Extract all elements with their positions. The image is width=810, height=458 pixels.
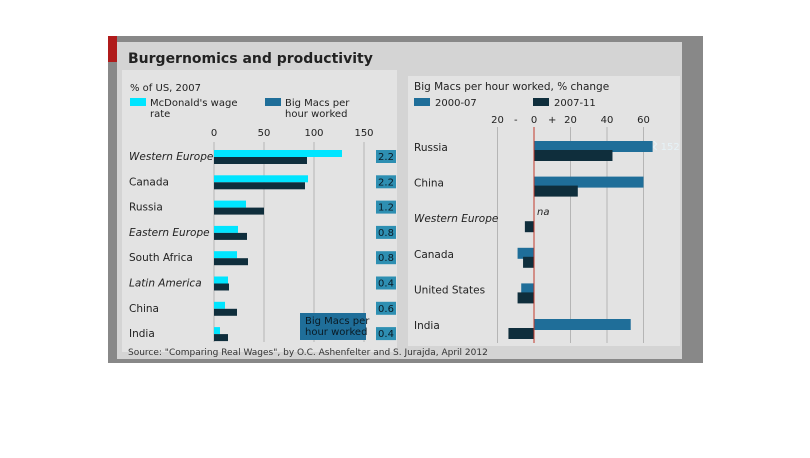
right-panel (408, 76, 680, 346)
value-label-india: 0.4 (378, 329, 394, 340)
value-box-china (376, 301, 396, 315)
bar-2000-07-canada (517, 247, 534, 259)
row-label-canada: Canada (129, 176, 169, 188)
x-tick-label: 40 (601, 115, 614, 126)
x-tick-label-150: 150 (354, 128, 373, 139)
x-tick-label: 0 (531, 115, 537, 126)
bar-2000-07-united-states (521, 283, 534, 295)
row-label-russia: Russia (414, 142, 448, 154)
value-label-western-europe: 2.2 (378, 152, 394, 163)
row-label-russia: Russia (129, 202, 163, 214)
bar-2007-11-western-europe (524, 221, 534, 233)
bar-wage-eastern-europe (214, 225, 238, 233)
callout-background (300, 313, 366, 340)
bar-bigmacs-canada (214, 182, 305, 190)
legend-line: hour worked (285, 109, 347, 120)
brand-red-tab (108, 36, 117, 62)
legend-line: rate (150, 109, 170, 120)
row-label-western-europe: Western Europe (414, 213, 498, 225)
broken-bar-marker (652, 140, 658, 151)
right-chart: Big Macs per hour worked, % change 2000-0… (414, 81, 680, 343)
figure-title: Burgernomics and productivity (128, 51, 373, 67)
bar-wage-western-europe (214, 150, 342, 157)
row-label-china: China (129, 303, 159, 315)
bar-2000-07-russia (534, 141, 653, 152)
bar-2007-11-canada (523, 256, 534, 268)
bar-wage-china (214, 301, 225, 309)
callout-line: Big Macs per (305, 316, 370, 327)
row-label-china: China (414, 178, 444, 190)
bar-wage-south-africa (214, 251, 237, 259)
value-label-canada: 2.2 (378, 177, 394, 188)
left-subtitle: % of US, 2007 (130, 83, 201, 94)
value-box-western-europe (376, 150, 396, 163)
legend-swatch-2007-11 (533, 98, 549, 106)
bar-wage-russia (214, 200, 246, 208)
bar-2000-07-china (534, 176, 644, 188)
legend-swatch-mcdonald-s-wage-rate (130, 98, 146, 106)
x-tick-label-100: 100 (304, 128, 323, 139)
row-label-eastern-europe: Eastern Europe (129, 227, 210, 239)
value-label-eastern-europe: 0.8 (378, 228, 394, 239)
right-title: Big Macs per hour worked, % change (414, 81, 609, 93)
legend-line: Big Macs per (285, 98, 350, 109)
legend-swatch-big-macs-per-hour-worked (265, 98, 281, 106)
legend-label-big-macs-per-hour-worked: Big Macs per hour worked (285, 98, 350, 120)
row-label-united-states: United States (414, 284, 485, 296)
legend-label-2000-07: 2000-07 (435, 98, 477, 109)
x-tick-label-50: 50 (258, 128, 271, 139)
bar-bigmacs-india (214, 334, 228, 342)
annotation-russia: 152 (661, 142, 680, 153)
bar-bigmacs-china (214, 308, 237, 316)
callout-box: Big Macs per hour worked (300, 313, 370, 340)
value-label-china: 0.6 (378, 304, 394, 315)
left-chart: % of US, 2007 McDonald's wage rate Big Macs… (129, 83, 396, 342)
row-label-canada: Canada (414, 249, 454, 261)
x-tick-label: + (548, 115, 556, 126)
annotation-na: na (537, 207, 549, 218)
legend-line: McDonald's wage (150, 98, 237, 109)
bar-wage-india (214, 327, 220, 335)
legend-label-2007-11: 2007-11 (554, 98, 596, 109)
bar-bigmacs-eastern-europe (214, 232, 247, 240)
row-label-india: India (129, 328, 155, 340)
bar-2000-07-india (534, 319, 631, 330)
x-tick-label: 20 (491, 115, 504, 126)
value-box-latin-america (376, 276, 396, 290)
bar-2007-11-russia (534, 150, 613, 161)
bar-bigmacs-western-europe (214, 157, 307, 164)
row-label-western-europe: Western Europe (129, 151, 213, 163)
value-label-latin-america: 0.4 (378, 279, 394, 290)
x-tick-label: 60 (637, 115, 650, 126)
legend-swatch-2000-07 (414, 98, 430, 106)
bar-2007-11-china (534, 185, 578, 197)
row-label-latin-america: Latin America (129, 278, 202, 290)
row-label-india: India (414, 320, 440, 332)
value-box-india (376, 327, 396, 341)
bar-2007-11-united-states (517, 292, 534, 304)
bar-bigmacs-latin-america (214, 283, 229, 291)
callout-line: hour worked (305, 327, 367, 338)
bar-wage-latin-america (214, 276, 228, 284)
value-box-russia (376, 200, 396, 214)
value-label-south-africa: 0.8 (378, 253, 394, 264)
row-label-south-africa: South Africa (129, 252, 193, 264)
bar-bigmacs-south-africa (214, 258, 248, 266)
callout-label: Big Macs per hour worked (305, 316, 370, 338)
value-box-south-africa (376, 251, 396, 265)
bar-2007-11-india (508, 328, 534, 339)
value-label-russia: 1.2 (378, 203, 394, 214)
value-box-canada (376, 175, 396, 189)
legend-label-mcdonald-s-wage-rate: McDonald's wage rate (150, 98, 237, 120)
bar-bigmacs-russia (214, 207, 264, 215)
source-note: Source: "Comparing Real Wages", by O.C. … (128, 348, 488, 358)
x-tick-label: 20 (564, 115, 577, 126)
x-tick-label: - (514, 115, 518, 126)
value-box-eastern-europe (376, 225, 396, 239)
x-tick-label-0: 0 (211, 128, 217, 139)
bar-wage-canada (214, 175, 308, 183)
